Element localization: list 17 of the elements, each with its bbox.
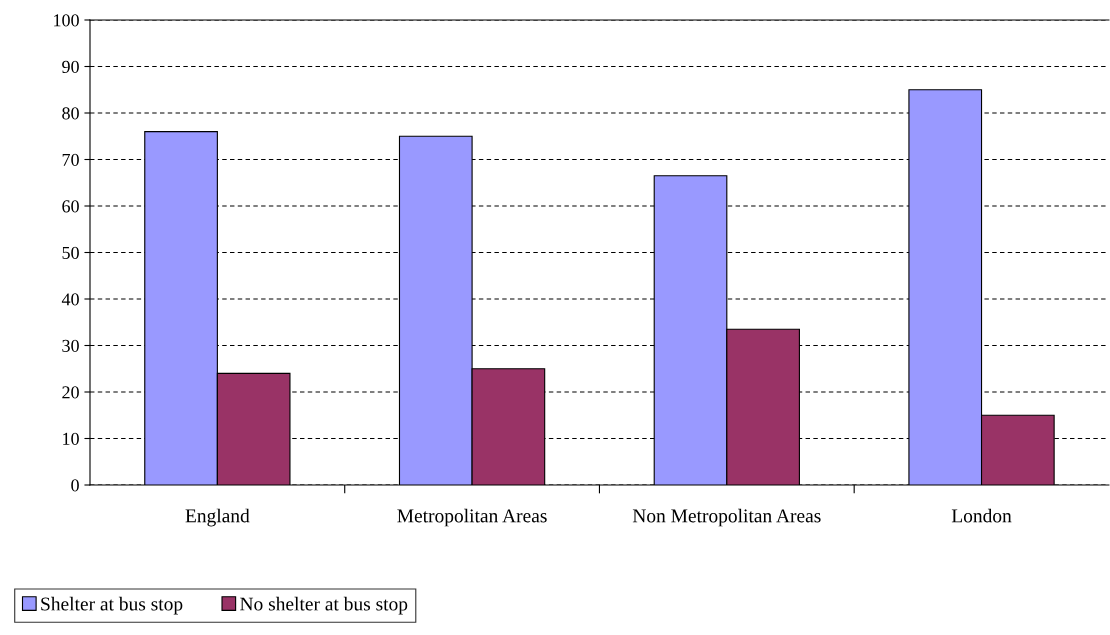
x-tick-label: London bbox=[951, 508, 1012, 523]
legend-label: Shelter at bus stop bbox=[41, 596, 183, 615]
y-tick-label: 10 bbox=[63, 432, 79, 445]
x-tick-label: Non Metropolitan Areas bbox=[632, 508, 821, 527]
legend-label: No shelter at bus stop bbox=[240, 596, 408, 615]
y-tick-label: 100 bbox=[54, 14, 79, 27]
y-tick-label: 30 bbox=[62, 339, 79, 352]
y-tick-label: 60 bbox=[62, 200, 79, 213]
x-tick-label: Metropolitan Areas bbox=[397, 508, 547, 527]
y-tick-label: 0 bbox=[71, 479, 79, 492]
y-tick-label: 50 bbox=[62, 246, 79, 259]
x-tick-label: England bbox=[185, 508, 250, 527]
y-tick-label: 90 bbox=[62, 60, 79, 73]
y-tick-label: 80 bbox=[62, 107, 79, 120]
y-tick-label: 40 bbox=[61, 293, 79, 306]
y-tick-label: 20 bbox=[62, 386, 79, 399]
y-tick-label: 70 bbox=[62, 153, 79, 166]
